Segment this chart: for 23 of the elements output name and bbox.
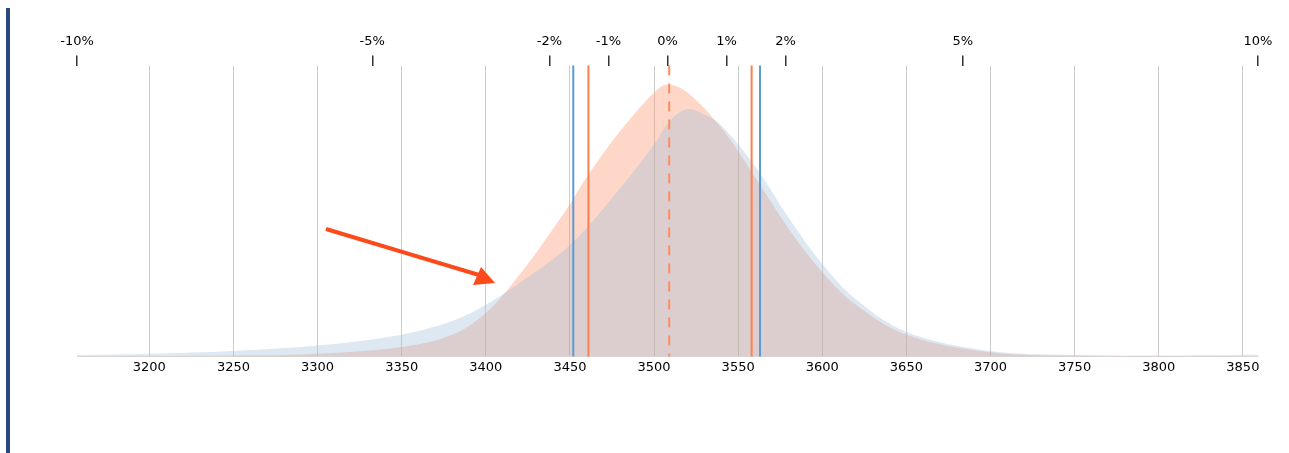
x-tick-label: 3550 <box>721 358 755 374</box>
x-tick-label: 3700 <box>973 358 1008 374</box>
x2-tick-label: 1% <box>716 33 737 49</box>
x2-tick-label: -5% <box>359 33 385 49</box>
x-tick-label: 3750 <box>1058 358 1092 374</box>
x-tick-label: 3650 <box>889 358 923 374</box>
x-tick-label: 3500 <box>637 358 671 374</box>
x-tick-label: 3400 <box>469 358 503 374</box>
x-tick-label: 3800 <box>1142 358 1176 374</box>
x2-tick-label: 2% <box>775 33 796 49</box>
x-tick-label: 3350 <box>385 358 419 374</box>
x2-tick-label: 10% <box>1243 33 1273 49</box>
x-tick-label: 3300 <box>301 358 335 374</box>
x-tick-label: 3450 <box>553 358 587 374</box>
x-tick-label: 3200 <box>132 358 166 374</box>
x-tick-label: 3600 <box>805 358 839 374</box>
x2-tick-label: -10% <box>60 33 94 49</box>
x-tick-label: 3250 <box>216 358 250 374</box>
x2-tick-label: 0% <box>657 33 678 49</box>
x2-tick-label: 5% <box>952 33 974 49</box>
x2-tick-label: -2% <box>536 33 563 49</box>
x2-tick-label: -1% <box>595 33 622 49</box>
x-tick-label: 3850 <box>1226 358 1260 374</box>
